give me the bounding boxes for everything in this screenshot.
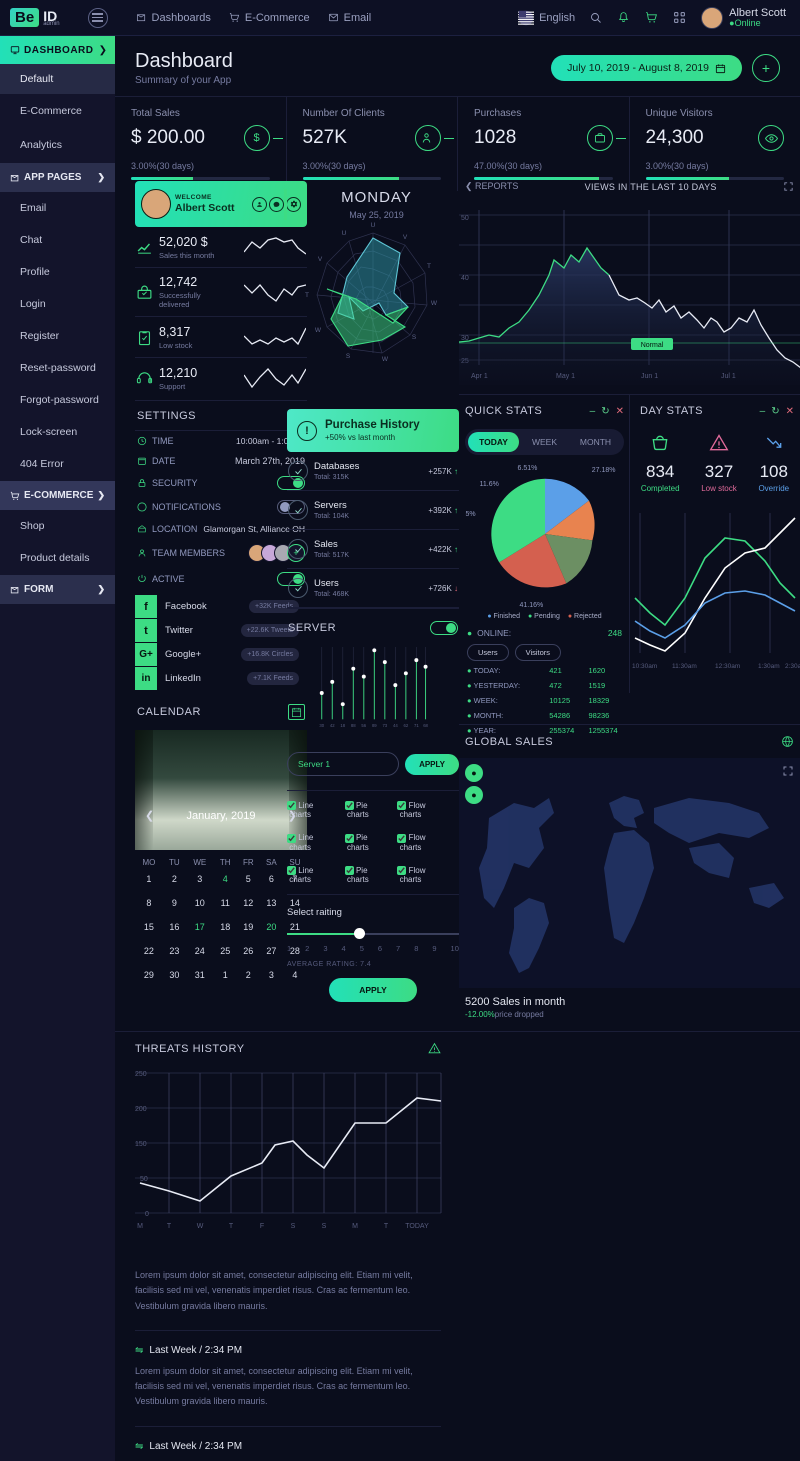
svg-text:V: V xyxy=(403,234,408,241)
svg-text:Apr 1: Apr 1 xyxy=(471,373,488,380)
svg-text:30: 30 xyxy=(319,723,324,728)
svg-text:M: M xyxy=(352,1223,358,1230)
svg-text:T: T xyxy=(305,292,309,299)
svg-text:12:30am: 12:30am xyxy=(715,663,740,670)
svg-text:1:30am: 1:30am xyxy=(758,663,780,670)
svg-text:W: W xyxy=(431,300,438,307)
svg-text:Normal: Normal xyxy=(641,342,664,349)
svg-text:S: S xyxy=(291,1223,296,1230)
svg-text:S: S xyxy=(346,353,351,360)
svg-text:W: W xyxy=(315,327,322,334)
svg-text:73: 73 xyxy=(382,723,387,728)
svg-text:11:30am: 11:30am xyxy=(672,663,697,670)
svg-text:62: 62 xyxy=(403,723,408,728)
svg-text:U: U xyxy=(342,230,347,237)
svg-text:V: V xyxy=(318,256,323,263)
svg-text:88: 88 xyxy=(351,723,356,728)
svg-text:T: T xyxy=(427,263,431,270)
svg-text:U: U xyxy=(371,222,376,229)
svg-text:S: S xyxy=(412,334,417,341)
svg-text:44: 44 xyxy=(393,723,398,728)
svg-text:Jul 1: Jul 1 xyxy=(721,373,736,380)
svg-text:F: F xyxy=(260,1223,264,1230)
svg-text:T: T xyxy=(384,1223,389,1230)
svg-text:TODAY: TODAY xyxy=(405,1223,429,1230)
svg-text:T: T xyxy=(167,1223,172,1230)
svg-text:0: 0 xyxy=(145,1211,149,1218)
svg-text:42: 42 xyxy=(330,723,335,728)
svg-text:50: 50 xyxy=(461,215,469,222)
svg-text:71: 71 xyxy=(414,723,419,728)
svg-text:18: 18 xyxy=(340,723,345,728)
svg-text:S: S xyxy=(322,1223,327,1230)
svg-text:May 1: May 1 xyxy=(556,373,575,380)
svg-text:T: T xyxy=(229,1223,234,1230)
svg-text:Jun 1: Jun 1 xyxy=(641,373,658,380)
svg-text:W: W xyxy=(382,356,389,363)
svg-text:89: 89 xyxy=(372,723,377,728)
svg-text:50: 50 xyxy=(140,1176,148,1183)
svg-text:150: 150 xyxy=(135,1141,147,1148)
svg-text:200: 200 xyxy=(135,1106,147,1113)
svg-text:M: M xyxy=(137,1223,143,1230)
svg-text:40: 40 xyxy=(461,275,469,282)
svg-text:2:30am: 2:30am xyxy=(785,663,800,670)
svg-text:68: 68 xyxy=(423,723,428,728)
svg-text:10:30am: 10:30am xyxy=(632,663,657,670)
svg-text:56: 56 xyxy=(361,723,366,728)
svg-text:250: 250 xyxy=(135,1071,147,1078)
svg-text:W: W xyxy=(197,1223,204,1230)
